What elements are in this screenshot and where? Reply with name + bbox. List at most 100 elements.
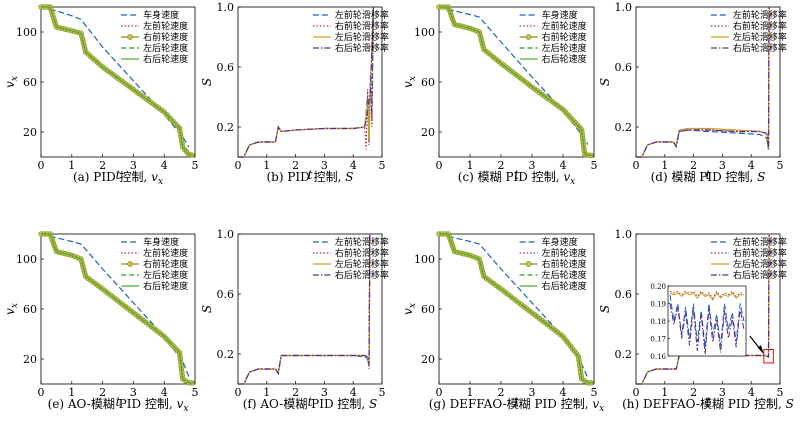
x-tick-label: 0 [235,159,242,172]
panel-caption: (e) AO-模糊 PID 控制, vx [48,396,189,414]
y-tick-label: 100 [414,26,435,39]
legend-label: 右前轮滑移率 [733,20,787,32]
x-tick-label: 3 [719,159,726,172]
panel-caption: (g) DEFFAO-模糊 PID 控制, vx [429,396,604,414]
x-tick-label: 0 [235,386,242,399]
zoom-arrowhead [757,345,764,354]
x-tick-label: 2 [99,386,106,399]
legend-label: 左后轮速度 [542,269,587,281]
legend-label: 左后轮速度 [143,269,188,281]
y-tick-label: 20 [421,353,435,366]
x-tick-label: 1 [661,386,668,399]
x-tick-label: 5 [777,386,784,399]
legend-marker [525,34,532,40]
x-tick-label: 5 [192,386,199,399]
legend-label: 左后轮速度 [542,42,587,54]
y-tick-label: 60 [23,303,37,316]
legend-label: 车身速度 [542,9,578,21]
panel-c: 0 1 2 3 4 5 20 60 100 t vx 车身速度左前轮速度右前轮速度左后轮速度右后轮速度… [401,4,598,187]
legend-label: 右后轮速度 [542,280,587,292]
legend-label: 右后轮滑移率 [335,269,389,281]
panel-g: 0 1 2 3 4 5 20 60 100 t vx 车身速度左前轮速度右前轮速度左后轮速度右后轮速度… [401,231,604,414]
x-tick-label: 4 [748,386,755,399]
panel-b: 0 1 2 3 4 5 0.2 0.6 1.0 t S 左前轮滑移率右前轮滑移率左后轮滑移率右后轮滑移… [200,1,389,184]
y-tick-label: 0.2 [217,121,235,134]
panel-caption: (c) 模糊 PID 控制, vx [458,169,575,187]
y-tick-label: 60 [23,76,37,89]
series-line [238,233,371,385]
y-tick-label: 20 [23,126,37,139]
x-axis-label: t [116,395,121,409]
inset-series-line [669,303,745,355]
y-tick-label: 0.2 [217,348,235,361]
legend-label: 右前轮速度 [143,31,188,43]
legend-label: 右前轮速度 [542,31,587,43]
series-line [438,6,589,145]
panel-caption: (d) 模糊 PID 控制, S [651,169,766,184]
legend-label: 右前轮滑移率 [733,247,787,259]
legend-marker [127,261,133,267]
legend-label: 右后轮滑移率 [733,42,787,54]
x-tick-label: 0 [38,159,45,172]
y-tick-label: 1.0 [217,1,235,14]
inset-zoom: 0.16 0.17 0.18 0.19 0.20 [650,283,774,364]
y-axis-label: vx [3,76,20,88]
y-tick-label: 100 [414,253,435,266]
x-axis-label: t [514,395,519,409]
y-tick-label: 20 [421,126,435,139]
legend-label: 左前轮滑移率 [335,236,389,248]
y-axis-label: S [200,305,214,313]
plot-frame [635,6,781,158]
inset-series-line [669,292,744,301]
legend-label: 左后轮滑移率 [335,31,389,43]
legend-marker [525,261,532,267]
panel-f: 0 1 2 3 4 5 0.2 0.6 1.0 t S 左前轮滑移率右前轮滑移率左后轮滑移率右后轮滑移… [200,228,389,411]
y-tick-label: 0.2 [615,348,633,361]
x-tick-label: 1 [263,386,270,399]
inset-y-tick-label: 0.18 [650,318,666,326]
y-tick-label: 1.0 [615,228,633,241]
x-tick-label: 1 [661,159,668,172]
panel-caption: (b) PID 控制, S [267,170,354,184]
y-tick-label: 60 [421,303,435,316]
legend-label: 车身速度 [143,9,179,21]
x-tick-label: 1 [68,386,75,399]
legend-label: 左前轮速度 [143,20,188,32]
y-tick-label: 60 [421,76,435,89]
x-tick-label: 5 [379,386,386,399]
x-tick-label: 2 [690,159,697,172]
x-tick-label: 5 [192,159,199,172]
series-line [438,233,589,379]
zoom-region-box [763,349,774,364]
inset-series-line [669,294,745,348]
legend-label: 左前轮速度 [542,247,587,259]
x-tick-label: 5 [591,159,598,172]
legend-label: 车身速度 [143,236,179,248]
legend-label: 左前轮滑移率 [335,9,389,21]
series-line [636,6,770,158]
x-axis-label: t [116,168,121,182]
x-tick-label: 5 [591,386,598,399]
plot-frame [237,233,383,385]
legend-label: 右前轮滑移率 [335,20,389,32]
y-axis-label: S [598,78,612,86]
x-tick-label: 4 [560,386,567,399]
x-tick-label: 4 [350,159,357,172]
series-line [41,233,195,384]
x-tick-label: 3 [130,159,137,172]
series-line [40,233,190,377]
legend-label: 左前轮速度 [542,20,587,32]
legend-label: 右后轮速度 [143,53,188,65]
x-tick-label: 1 [467,159,474,172]
x-tick-label: 2 [690,386,697,399]
legend-label: 右后轮速度 [143,280,188,292]
inset-y-tick-label: 0.17 [650,336,666,344]
panel-caption: (f) AO-模糊 PID 控制, S [243,396,378,411]
y-tick-label: 0.6 [615,288,633,301]
x-tick-label: 3 [321,159,328,172]
